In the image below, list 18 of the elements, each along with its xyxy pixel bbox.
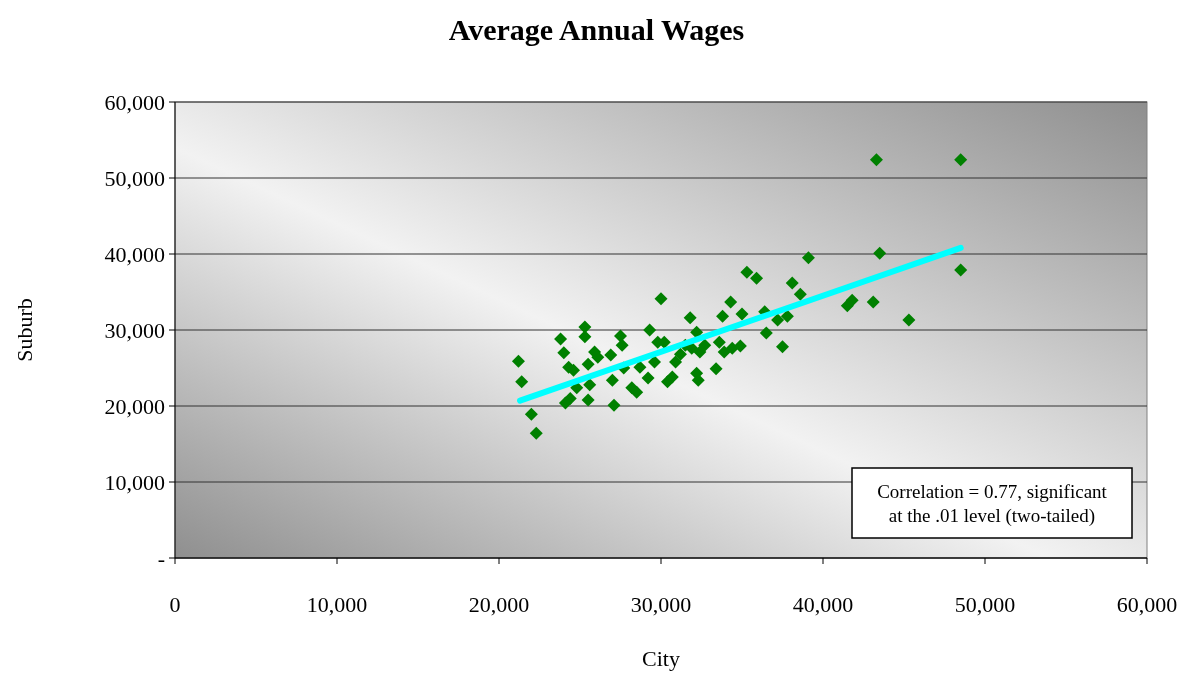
x-tick-label: 60,000 bbox=[1116, 592, 1178, 617]
chart-title: Average Annual Wages bbox=[448, 13, 745, 46]
x-tick-label: 40,000 bbox=[792, 592, 854, 617]
x-tick-label: 20,000 bbox=[468, 592, 530, 617]
y-tick-label: 40,000 bbox=[104, 241, 165, 267]
y-tick-label: 60,000 bbox=[104, 89, 165, 115]
x-tick-label: 0 bbox=[169, 592, 181, 617]
y-tick-label: 50,000 bbox=[104, 165, 165, 191]
x-tick-label: 10,000 bbox=[306, 592, 368, 617]
x-tick-label: 50,000 bbox=[954, 592, 1016, 617]
x-tick-label: 30,000 bbox=[630, 592, 692, 617]
y-axis-title: Suburb bbox=[12, 298, 37, 362]
y-tick-label: 30,000 bbox=[104, 317, 165, 343]
y-tick-label: 10,000 bbox=[104, 469, 165, 495]
y-tick-label: 20,000 bbox=[104, 393, 165, 419]
annotation: Correlation = 0.77, significant at the .01 level (two-tailed) bbox=[877, 481, 1108, 527]
y-tick-label: - bbox=[157, 545, 165, 571]
x-axis-title: City bbox=[642, 646, 680, 671]
